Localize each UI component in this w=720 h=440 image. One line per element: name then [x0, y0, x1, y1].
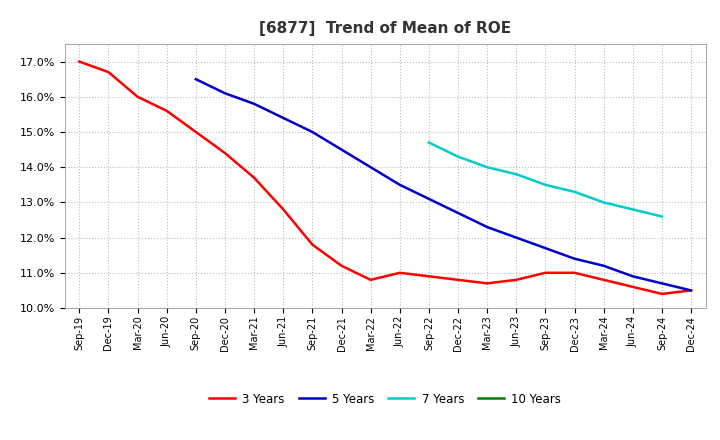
- 3 Years: [570, 270, 579, 275]
- 5 Years: [308, 129, 317, 135]
- 3 Years: [541, 270, 550, 275]
- 3 Years: [192, 129, 200, 135]
- 5 Years: [337, 147, 346, 152]
- 3 Years: [250, 175, 258, 180]
- Line: 5 Years: 5 Years: [196, 79, 691, 290]
- 3 Years: [337, 263, 346, 268]
- 5 Years: [599, 263, 608, 268]
- 7 Years: [483, 165, 492, 170]
- 5 Years: [250, 101, 258, 106]
- 5 Years: [687, 288, 696, 293]
- 3 Years: [425, 274, 433, 279]
- 5 Years: [483, 224, 492, 230]
- 5 Years: [629, 274, 637, 279]
- 5 Years: [395, 182, 404, 187]
- 7 Years: [629, 207, 637, 212]
- 7 Years: [454, 154, 462, 159]
- 5 Years: [570, 256, 579, 261]
- 3 Years: [133, 94, 142, 99]
- 3 Years: [483, 281, 492, 286]
- 3 Years: [657, 291, 666, 297]
- 3 Years: [279, 207, 287, 212]
- 3 Years: [163, 108, 171, 114]
- 3 Years: [220, 150, 229, 156]
- Legend: 3 Years, 5 Years, 7 Years, 10 Years: 3 Years, 5 Years, 7 Years, 10 Years: [204, 388, 566, 410]
- 3 Years: [75, 59, 84, 64]
- Title: [6877]  Trend of Mean of ROE: [6877] Trend of Mean of ROE: [259, 21, 511, 36]
- 5 Years: [279, 115, 287, 121]
- 5 Years: [425, 196, 433, 202]
- 3 Years: [366, 277, 375, 282]
- Line: 7 Years: 7 Years: [429, 143, 662, 216]
- 3 Years: [687, 288, 696, 293]
- 5 Years: [541, 246, 550, 251]
- 3 Years: [599, 277, 608, 282]
- 7 Years: [657, 214, 666, 219]
- 5 Years: [220, 91, 229, 96]
- 5 Years: [192, 77, 200, 82]
- 5 Years: [512, 235, 521, 240]
- 3 Years: [395, 270, 404, 275]
- 7 Years: [599, 200, 608, 205]
- 7 Years: [570, 189, 579, 194]
- 7 Years: [512, 172, 521, 177]
- 3 Years: [308, 242, 317, 247]
- 5 Years: [657, 281, 666, 286]
- 3 Years: [454, 277, 462, 282]
- 7 Years: [425, 140, 433, 145]
- 3 Years: [629, 284, 637, 290]
- 3 Years: [104, 70, 113, 75]
- 7 Years: [541, 182, 550, 187]
- 3 Years: [512, 277, 521, 282]
- 5 Years: [454, 210, 462, 216]
- 5 Years: [366, 165, 375, 170]
- Line: 3 Years: 3 Years: [79, 62, 691, 294]
